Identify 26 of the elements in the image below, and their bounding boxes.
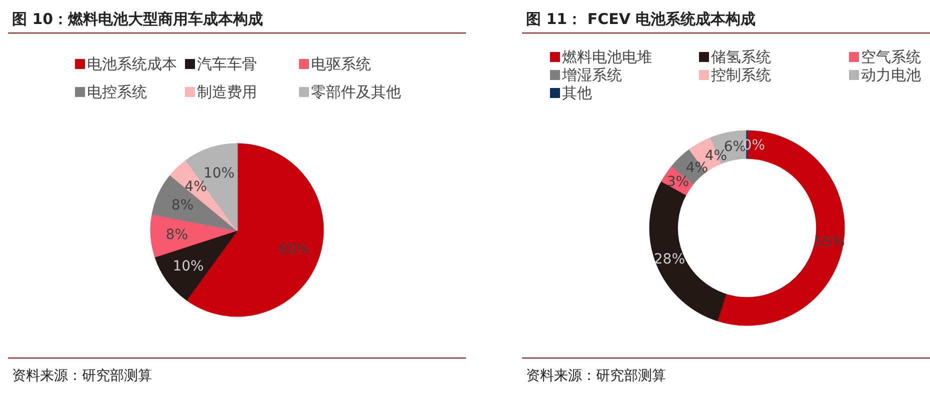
chart-title: 图 10：燃料电池大型商用车成本构成	[12, 10, 264, 28]
chart-title: 图 11： FCEV 电池系统成本构成	[526, 10, 756, 28]
legend-label: 零部件及其他	[311, 83, 401, 101]
legend-label: 汽车车骨	[197, 55, 257, 73]
legend-label: 电驱系统	[311, 55, 371, 73]
legend-label: 动力电池	[861, 66, 921, 84]
legend-label: 电控系统	[87, 83, 147, 101]
pie-slice	[154, 229, 238, 300]
legend-label: 控制系统	[711, 66, 771, 84]
data-label: 3%	[666, 174, 690, 190]
data-label: 60%	[278, 242, 310, 258]
legend-label: 其他	[562, 84, 592, 102]
legend-label: 空气系统	[861, 48, 921, 66]
text: 资料来源：研究部测算	[526, 368, 666, 384]
legend-label: 燃料电池电堆	[562, 48, 652, 66]
data-label: 4%	[184, 179, 207, 196]
text: 资料来源：研究部测算	[12, 368, 152, 384]
legend-label: 制造费用	[197, 83, 257, 101]
legend-label: 储氢系统	[711, 48, 771, 66]
data-label: 8%	[166, 226, 188, 243]
data-label: 10%	[203, 166, 235, 182]
data-label: 10%	[172, 258, 204, 274]
data-label: 8%	[171, 197, 194, 214]
legend-label: 电池系统成本	[87, 55, 177, 73]
data-label: 28%	[654, 252, 685, 268]
legend-label: 增湿系统	[561, 66, 622, 84]
